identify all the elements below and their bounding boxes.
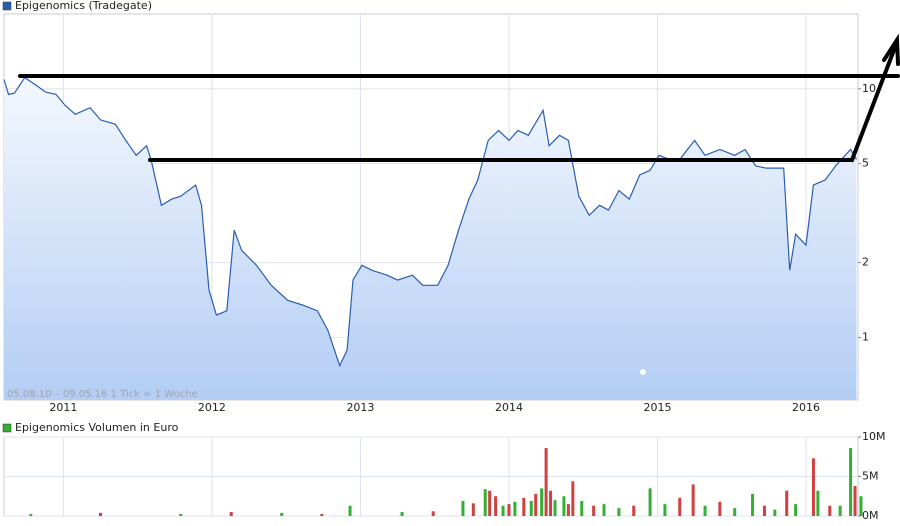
y-tick-label: 5 [862,157,869,170]
volume-bar [229,512,233,516]
volume-bar [703,505,707,516]
legend-swatch [2,1,12,11]
legend-label: Epigenomics Volumen in Euro [15,421,179,434]
volume-bar [762,505,766,516]
volume-bar [859,496,863,516]
volume-bar [431,511,435,516]
volume-bar [400,512,404,516]
x-tick-label: 2016 [792,401,820,414]
volume-bar [461,500,465,516]
volume-bar [853,485,857,516]
legend-swatch [2,423,12,433]
price-line [3,76,858,368]
volume-bar [691,484,695,516]
volume-bar [773,509,777,516]
volume-bar [513,501,517,516]
price-area [4,77,857,400]
volume-bar [785,490,789,516]
volume-bar [617,508,621,516]
volume-bar [29,514,33,516]
volume-bar [553,500,557,516]
volume-bar [501,505,505,516]
volume-bar [592,505,596,516]
x-tick-label: 2012 [198,401,226,414]
y-tick-label: 5M [862,470,879,483]
volume-bar [663,504,667,516]
volume-bar [751,493,755,516]
arrow-head [882,33,900,66]
volume-bar [566,504,570,516]
volume-bar [816,490,820,516]
volume-bar [544,448,548,516]
volume-bar [580,500,584,516]
y-tick-label: 10M [862,430,886,443]
volume-bar [678,497,682,516]
drawn-annotation [18,33,900,162]
volume-bar [828,505,832,516]
volume-bar [179,514,183,516]
volume-bar [488,490,492,516]
volume-panel: 0M 5M 10M Epigenomics Volumen in Euro [2,421,886,522]
x-tick-label: 2013 [346,401,374,414]
volume-bar [571,481,575,516]
volume-bar [838,505,842,516]
volume-bar [471,503,475,516]
volume-bar [718,501,722,516]
volume-bar [534,493,538,516]
x-tick-label: 2014 [495,401,523,414]
volume-bar [648,488,652,516]
volume-bar [849,448,853,516]
x-tick-label: 2015 [643,401,671,414]
volume-bar [494,496,498,516]
volume-bar [280,512,284,516]
volume-bar [522,497,526,516]
volume-bar [733,508,737,516]
y-tick-label: 2 [862,256,869,269]
y-tick-label: 10 [862,82,876,95]
volume-bar [811,458,815,516]
arrow-shaft [850,40,899,162]
volume-bar [540,488,544,516]
volume-bar [99,512,103,516]
marker-dot [640,369,646,375]
volume-bar [483,489,487,516]
y-tick-label: 0M [862,509,879,522]
price-panel: 1 2 5 10 Epigenomics (Tradegate) 2011 2012 2013… [2,0,876,414]
volume-bar [632,505,636,516]
x-tick-label: 2011 [49,401,77,414]
volume-bar [602,504,606,516]
volume-bar [507,504,511,516]
volume-bar [320,514,324,516]
volume-bar [549,490,553,516]
volume-bar [562,496,566,516]
annotation: 05.08.10 – 09.05.16 1 Tick = 1 Woche [7,389,198,400]
volume-bar [348,505,352,516]
y-tick-label: 1 [862,330,869,343]
volume-bar [529,500,533,516]
legend-label: Epigenomics (Tradegate) [15,0,152,12]
volume-bar [794,504,798,516]
